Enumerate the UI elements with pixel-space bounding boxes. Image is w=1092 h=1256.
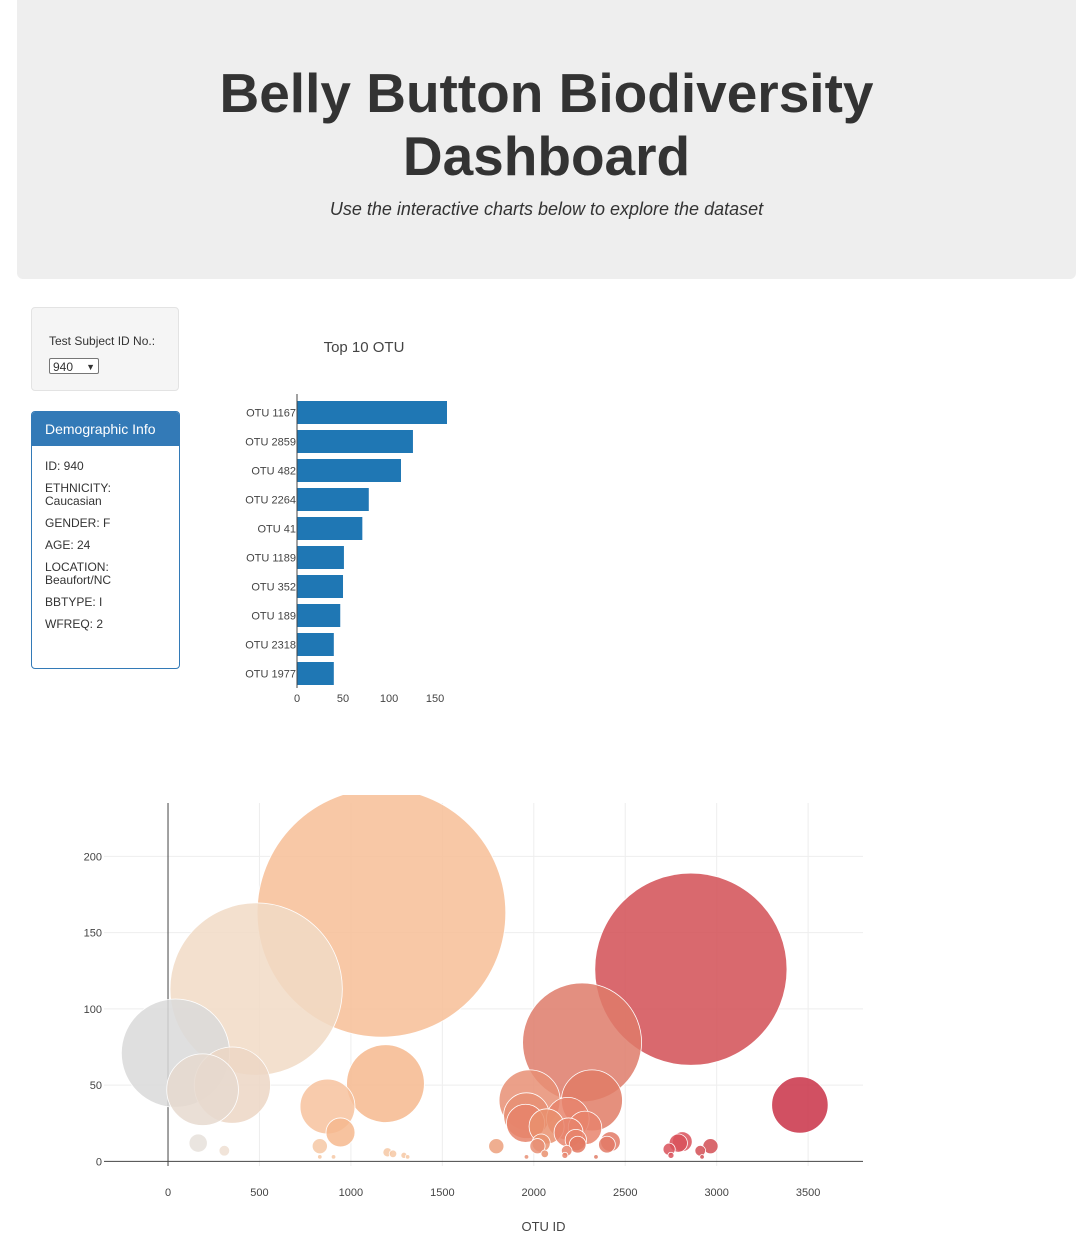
subject-selector-label: Test Subject ID No.: <box>49 334 156 348</box>
bar <box>297 517 363 540</box>
bubble <box>561 1151 569 1159</box>
page-title: Belly Button Biodiversity Dashboard <box>17 62 1076 188</box>
y-tick-label: OTU 352 <box>251 582 296 594</box>
x-tick-label: 500 <box>250 1187 268 1199</box>
bubble <box>311 1138 328 1155</box>
x-tick-label: 3000 <box>704 1187 728 1199</box>
demographic-row: BBTYPE: I <box>45 595 103 609</box>
page-title-line2: Dashboard <box>402 125 691 187</box>
bar <box>297 604 341 627</box>
chart-title: Top 10 OTU <box>324 339 405 356</box>
bubble <box>317 1154 323 1160</box>
bubble <box>218 1145 231 1157</box>
bubble <box>325 1117 356 1148</box>
y-tick-label: 200 <box>84 851 102 863</box>
x-tick-label: 2000 <box>522 1187 546 1199</box>
bubble <box>594 872 788 1066</box>
bubble <box>388 1149 398 1159</box>
y-tick-label: OTU 1977 <box>245 669 296 681</box>
bar <box>297 430 413 453</box>
bar <box>297 488 369 511</box>
bubble <box>404 1154 411 1160</box>
x-tick-label: 0 <box>165 1187 171 1199</box>
demographic-row: WFREQ: 2 <box>45 617 104 631</box>
x-tick-label: 50 <box>337 693 349 705</box>
y-tick-label: OTU 2264 <box>245 495 296 507</box>
chevron-down-icon: ▼ <box>86 362 95 372</box>
page-subtitle: Use the interactive charts below to expl… <box>329 199 764 219</box>
bar <box>297 662 334 685</box>
bubble <box>523 1154 530 1160</box>
bubble <box>598 1135 616 1154</box>
bubble <box>166 1053 239 1126</box>
header-jumbotron: Belly Button Biodiversity Dashboard Use … <box>17 0 1076 279</box>
x-tick-label: 100 <box>380 693 398 705</box>
subject-selector-well: Test Subject ID No.: 940 ▼ <box>31 307 179 391</box>
bar <box>297 401 447 424</box>
bar <box>297 459 401 482</box>
demographic-info-heading: Demographic Info <box>32 412 179 446</box>
y-tick-label: 0 <box>96 1156 102 1168</box>
y-tick-label: OTU 1189 <box>246 553 296 565</box>
x-tick-label: 0 <box>294 693 300 705</box>
bubble <box>188 1133 208 1153</box>
y-tick-label: OTU 1167 <box>246 408 296 420</box>
y-tick-label: OTU 482 <box>251 466 296 478</box>
y-tick-label: OTU 2859 <box>245 437 296 449</box>
x-tick-label: 150 <box>426 693 444 705</box>
bubble <box>771 1076 829 1134</box>
bubble <box>667 1151 675 1159</box>
y-tick-label: OTU 189 <box>251 611 296 623</box>
bubble <box>540 1149 549 1159</box>
bubble <box>488 1138 505 1155</box>
x-tick-label: 1000 <box>339 1187 363 1199</box>
x-axis-title: OTU ID <box>521 1219 565 1234</box>
y-tick-label: 150 <box>84 928 102 940</box>
bubble <box>346 1044 425 1123</box>
bar <box>297 633 334 656</box>
top10-bar-chart: Top 10 OTU OTU 1167 OTU 2859 OTU 482 OTU 226… <box>245 339 447 705</box>
x-tick-label: 1500 <box>430 1187 454 1199</box>
bubble <box>699 1154 705 1160</box>
otu-bubble-chart: 0 500 1000 1500 2000 2500 3000 3500 0 50 100 150 200… <box>84 795 863 1234</box>
bar <box>297 546 344 569</box>
subject-id-select-value: 940 <box>53 360 74 374</box>
y-tick-label: OTU 41 <box>257 524 296 536</box>
x-tick-label: 3500 <box>796 1187 820 1199</box>
demographic-row: LOCATION: Beaufort/NC <box>45 560 112 587</box>
page-title-line1: Belly Button Biodiversity <box>219 62 874 124</box>
bubble <box>529 1138 546 1155</box>
demographic-row: ETHNICITY: Caucasian <box>45 481 112 508</box>
bubble <box>694 1145 706 1157</box>
demographic-row: ID: 940 <box>45 459 84 473</box>
bubble <box>330 1154 337 1160</box>
y-tick-label: 50 <box>90 1080 102 1092</box>
demographic-info-panel: Demographic Info ID: 940 ETHNICITY: Cauca… <box>31 411 180 669</box>
x-tick-label: 2500 <box>613 1187 637 1199</box>
demographic-row: AGE: 24 <box>45 538 91 552</box>
demographic-info-body: ID: 940 ETHNICITY: Caucasian GENDER: F AGE:… <box>32 446 179 631</box>
y-tick-label: 100 <box>84 1004 102 1016</box>
y-tick-label: OTU 2318 <box>245 640 296 652</box>
bar <box>297 575 344 598</box>
bubble <box>593 1154 599 1160</box>
bubble <box>568 1135 587 1154</box>
demographic-row: GENDER: F <box>45 516 111 530</box>
subject-id-select[interactable]: 940 ▼ <box>49 358 99 374</box>
